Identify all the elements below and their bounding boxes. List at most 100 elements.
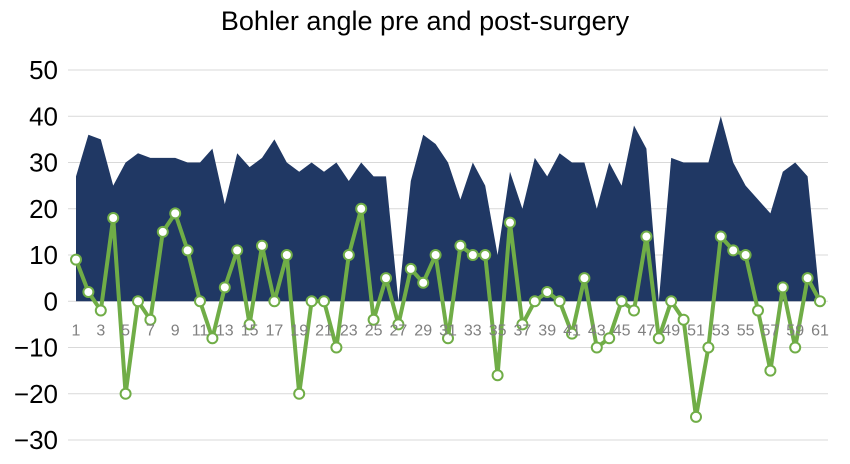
line-point bbox=[752, 304, 764, 317]
y-tick-label: 40 bbox=[29, 101, 58, 131]
y-tick-label: 30 bbox=[29, 148, 58, 178]
line-point bbox=[454, 239, 467, 252]
line-point bbox=[578, 272, 591, 285]
x-tick-label: 53 bbox=[712, 322, 730, 339]
x-tick-label: 39 bbox=[538, 322, 556, 339]
y-axis-ticks: 50 40 30 20 10 0 −10 −20 −30 bbox=[14, 55, 58, 455]
x-tick-label: 47 bbox=[638, 322, 656, 339]
x-tick-label: 33 bbox=[464, 322, 482, 339]
x-tick-label: 25 bbox=[365, 322, 383, 339]
x-tick-label: 9 bbox=[171, 322, 180, 339]
x-tick-label: 51 bbox=[687, 322, 705, 339]
area-series bbox=[76, 116, 820, 302]
y-tick-label: 0 bbox=[44, 286, 58, 316]
line-point bbox=[280, 249, 293, 261]
line-point bbox=[553, 295, 566, 308]
line-point bbox=[293, 387, 306, 400]
line-point bbox=[243, 318, 256, 331]
line-point bbox=[776, 281, 789, 294]
x-tick-label: 7 bbox=[146, 322, 155, 339]
x-tick-label: 19 bbox=[290, 322, 308, 339]
line-point bbox=[305, 295, 318, 308]
line-point bbox=[714, 230, 727, 243]
line-point bbox=[70, 253, 82, 266]
x-tick-label: 61 bbox=[811, 322, 829, 339]
line-point bbox=[442, 332, 454, 345]
line-point bbox=[702, 341, 715, 354]
x-tick-label: 15 bbox=[241, 322, 259, 339]
line-point bbox=[615, 295, 628, 308]
x-tick-label: 37 bbox=[514, 322, 532, 339]
line-point bbox=[380, 272, 392, 285]
line-points bbox=[70, 202, 826, 423]
x-tick-label: 29 bbox=[414, 322, 432, 339]
y-tick-label: −10 bbox=[14, 333, 58, 363]
x-tick-label: 31 bbox=[439, 322, 457, 339]
line-point bbox=[789, 341, 802, 354]
x-tick-label: 23 bbox=[340, 322, 358, 339]
x-tick-label: 57 bbox=[762, 322, 780, 339]
line-point bbox=[392, 318, 405, 331]
line-point bbox=[479, 249, 492, 261]
x-tick-label: 45 bbox=[613, 322, 631, 339]
x-tick-label: 11 bbox=[192, 322, 209, 339]
line-point bbox=[169, 207, 182, 220]
line-point bbox=[677, 313, 690, 326]
line-point bbox=[404, 262, 417, 275]
line-point bbox=[727, 244, 740, 257]
line-point bbox=[690, 410, 702, 423]
y-tick-label: −30 bbox=[14, 425, 58, 455]
x-tick-label: 17 bbox=[266, 322, 284, 339]
chart-title: Bohler angle pre and post-surgery bbox=[220, 6, 630, 36]
x-tick-label: 3 bbox=[96, 322, 105, 339]
x-tick-label: 59 bbox=[786, 322, 804, 339]
line-point bbox=[541, 286, 554, 298]
line-point bbox=[491, 369, 504, 382]
line-point bbox=[107, 212, 120, 224]
x-tick-label: 43 bbox=[588, 322, 606, 339]
line-point bbox=[342, 249, 355, 261]
line-point bbox=[640, 230, 653, 243]
x-tick-label: 1 bbox=[72, 322, 81, 339]
line-point bbox=[330, 341, 343, 354]
line-point bbox=[367, 313, 380, 326]
line-point bbox=[256, 239, 268, 252]
line-point bbox=[94, 304, 107, 317]
line-point bbox=[764, 364, 777, 377]
x-tick-label: 27 bbox=[390, 322, 408, 339]
line-point bbox=[132, 295, 144, 308]
x-tick-label: 55 bbox=[737, 322, 755, 339]
line-point bbox=[218, 281, 231, 294]
line-point bbox=[528, 295, 541, 308]
y-tick-label: 50 bbox=[29, 55, 58, 85]
line-point bbox=[231, 244, 244, 257]
x-tick-label: 21 bbox=[315, 322, 333, 339]
line-point bbox=[181, 244, 194, 257]
x-axis-ticks: 1 3 5 7 9 11 13 15 17 19 21 23 25 27 29 31 33 35 37 39 41 43 4… bbox=[72, 322, 829, 339]
line-point bbox=[355, 202, 368, 215]
line-point bbox=[801, 272, 814, 285]
x-tick-label: 5 bbox=[121, 322, 130, 339]
line-point bbox=[814, 295, 826, 308]
line-point bbox=[119, 387, 132, 400]
line-point bbox=[429, 249, 442, 261]
line-point bbox=[206, 332, 219, 345]
area-series-shape bbox=[76, 116, 820, 302]
x-tick-label: 13 bbox=[216, 322, 234, 339]
line-point bbox=[504, 216, 516, 229]
line-point bbox=[268, 295, 281, 308]
y-tick-label: 10 bbox=[29, 240, 58, 270]
line-point bbox=[603, 332, 616, 345]
line-point bbox=[318, 295, 330, 308]
y-tick-label: 20 bbox=[29, 194, 58, 224]
line-point bbox=[665, 295, 678, 308]
line-point bbox=[516, 318, 529, 331]
line-point bbox=[194, 295, 206, 308]
line-point bbox=[566, 327, 578, 340]
line-point bbox=[590, 341, 603, 354]
line-point bbox=[739, 249, 752, 261]
line-point bbox=[156, 225, 169, 238]
x-tick-label: 49 bbox=[662, 322, 680, 339]
line-point bbox=[417, 276, 430, 289]
